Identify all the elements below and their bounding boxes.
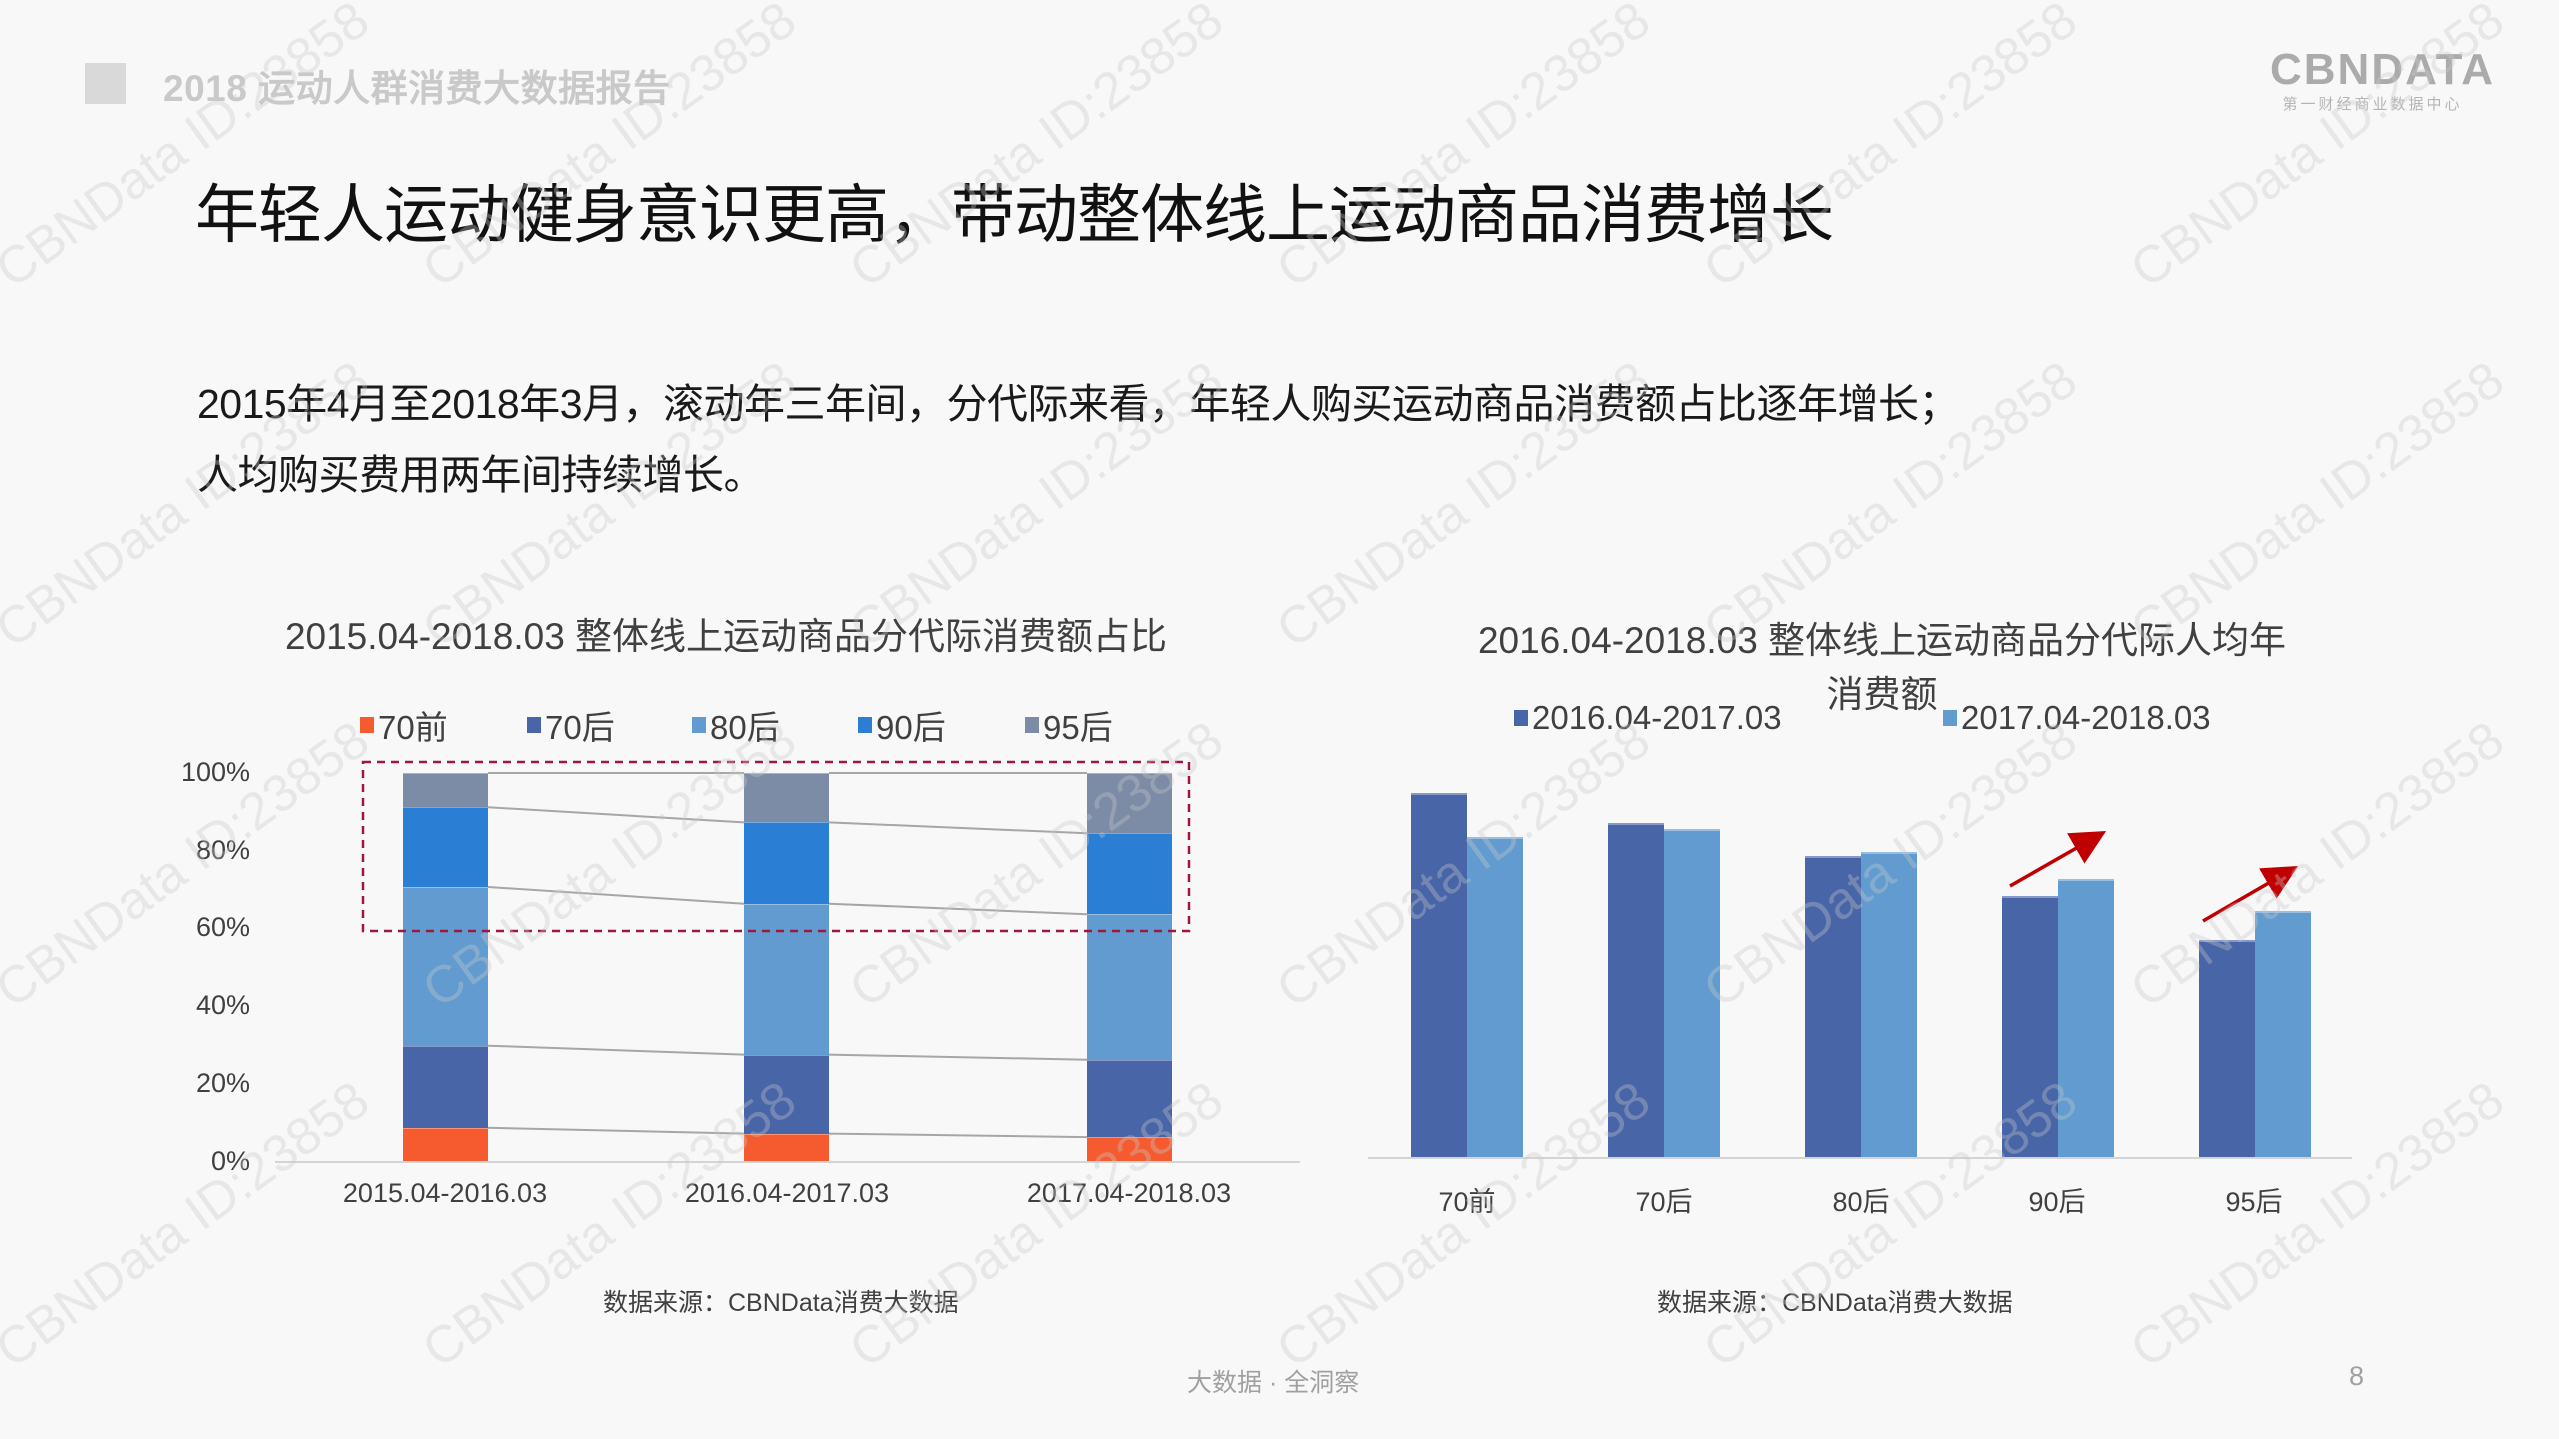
header-square-icon (85, 63, 126, 104)
page-number: 8 (2349, 1361, 2365, 1391)
x-label-70qian: 70前 (1438, 1187, 1496, 1217)
y-tick-20: 20% (195, 1068, 250, 1098)
left-plot-area (275, 773, 1300, 1162)
bar-95后-2017.04-2018.03 (2255, 910, 2311, 1158)
bar-90后-2017.04-2018.03 (2058, 879, 2114, 1158)
footer-tagline: 大数据 · 全洞察 (1187, 1369, 1360, 1397)
bar-95后-2016.04-2017.03 (2199, 940, 2255, 1158)
y-tick-100: 100% (180, 757, 250, 787)
right-chart-legend: 2016.04-2017.03 2017.04-2018.03 (1514, 699, 2211, 737)
legend-item-80hou: 80后 (692, 701, 858, 749)
bar-segment-90后 (1087, 833, 1172, 915)
bar-segment-90后 (403, 807, 488, 887)
bar-segment-70后 (744, 1054, 829, 1134)
legend-swatch-icon (527, 717, 541, 733)
x-label-80hou: 80后 (1832, 1187, 1890, 1217)
x-label-period-2: 2016.04-2017.03 (684, 1178, 890, 1208)
left-chart-legend: 70前 70后 80后 90后 95后 (360, 701, 1113, 749)
right-plot-area (1368, 793, 2352, 1158)
left-chart-title: 2015.04-2018.03 整体线上运动商品分代际消费额占比 (284, 616, 1168, 657)
bar-70后-2016.04-2017.03 (1608, 822, 1664, 1158)
right-x-axis-line (1368, 1157, 2352, 1159)
bar-70前-2016.04-2017.03 (1411, 793, 1467, 1158)
report-title: 2018 运动人群消费大数据报告 (163, 68, 671, 109)
bar-segment-90后 (744, 822, 829, 904)
legend-item-90hou: 90后 (858, 701, 1025, 749)
body-text-line-2: 人均购买费用两年间持续增长。 (197, 452, 765, 498)
left-x-axis-line (275, 1161, 1300, 1163)
cbndata-logo: CBNDATA 第一财经商业数据中心 (2270, 45, 2495, 116)
legend-label: 95后 (1043, 709, 1113, 746)
x-label-period-1: 2015.04-2016.03 (342, 1178, 548, 1208)
legend-item-period-b: 2017.04-2018.03 (1943, 699, 2211, 737)
legend-swatch-icon (692, 717, 706, 733)
y-tick-60: 60% (195, 912, 250, 942)
bar-segment-95后 (1087, 773, 1172, 834)
bar-70后-2017.04-2018.03 (1664, 829, 1720, 1158)
left-chart-source: 数据来源：CBNData消费大数据 (603, 1289, 959, 1317)
bar-segment-95后 (403, 773, 488, 808)
right-chart-title-line-2: 消费额 (1826, 674, 1938, 715)
bar-segment-70前 (403, 1127, 488, 1162)
legend-label: 90后 (876, 709, 946, 746)
legend-swatch-icon (1025, 717, 1039, 733)
right-chart-title-line-1: 2016.04-2018.03 整体线上运动商品分代际人均年 (1477, 620, 2287, 661)
bar-segment-70前 (1087, 1137, 1172, 1162)
legend-item-70hou: 70后 (527, 701, 692, 749)
legend-label: 70前 (378, 709, 448, 746)
bar-segment-70后 (403, 1045, 488, 1128)
bar-90后-2016.04-2017.03 (2002, 895, 2058, 1158)
legend-label: 2017.04-2018.03 (1961, 699, 2211, 736)
bar-80后-2016.04-2017.03 (1805, 856, 1861, 1158)
right-chart-source: 数据来源：CBNData消费大数据 (1657, 1289, 2013, 1317)
y-tick-80: 80% (195, 835, 250, 865)
logo-subtitle: 第一财经商业数据中心 (2282, 96, 2463, 113)
legend-swatch-icon (1514, 710, 1528, 726)
legend-swatch-icon (858, 717, 872, 733)
body-text-line-1: 2015年4月至2018年3月，滚动年三年间，分代际来看，年轻人购买运动商品消费… (197, 381, 1960, 427)
legend-swatch-icon (360, 717, 374, 733)
bar-segment-80后 (744, 903, 829, 1055)
x-label-90hou: 90后 (2028, 1187, 2086, 1217)
legend-item-period-a: 2016.04-2017.03 (1514, 699, 1943, 737)
bar-segment-70后 (1087, 1059, 1172, 1138)
y-tick-0: 0% (210, 1146, 250, 1176)
legend-item-70qian: 70前 (360, 701, 527, 749)
y-tick-40: 40% (195, 990, 250, 1020)
legend-item-95hou: 95后 (1025, 701, 1113, 749)
x-label-95hou: 95后 (2225, 1187, 2283, 1217)
x-label-period-3: 2017.04-2018.03 (1026, 1178, 1232, 1208)
legend-label: 2016.04-2017.03 (1532, 699, 1782, 736)
bar-segment-70前 (744, 1133, 829, 1162)
legend-swatch-icon (1943, 710, 1957, 726)
bar-80后-2017.04-2018.03 (1861, 852, 1917, 1158)
bar-70前-2017.04-2018.03 (1467, 837, 1523, 1158)
x-label-70hou: 70后 (1635, 1187, 1693, 1217)
bar-segment-80后 (1087, 914, 1172, 1060)
bar-segment-80后 (403, 887, 488, 1046)
legend-label: 80后 (710, 709, 780, 746)
bar-segment-95后 (744, 773, 829, 823)
legend-label: 70后 (545, 709, 615, 746)
logo-wordmark: CBNDATA (2270, 45, 2495, 94)
page-title: 年轻人运动健身意识更高，带动整体线上运动商品消费增长 (195, 179, 1834, 251)
